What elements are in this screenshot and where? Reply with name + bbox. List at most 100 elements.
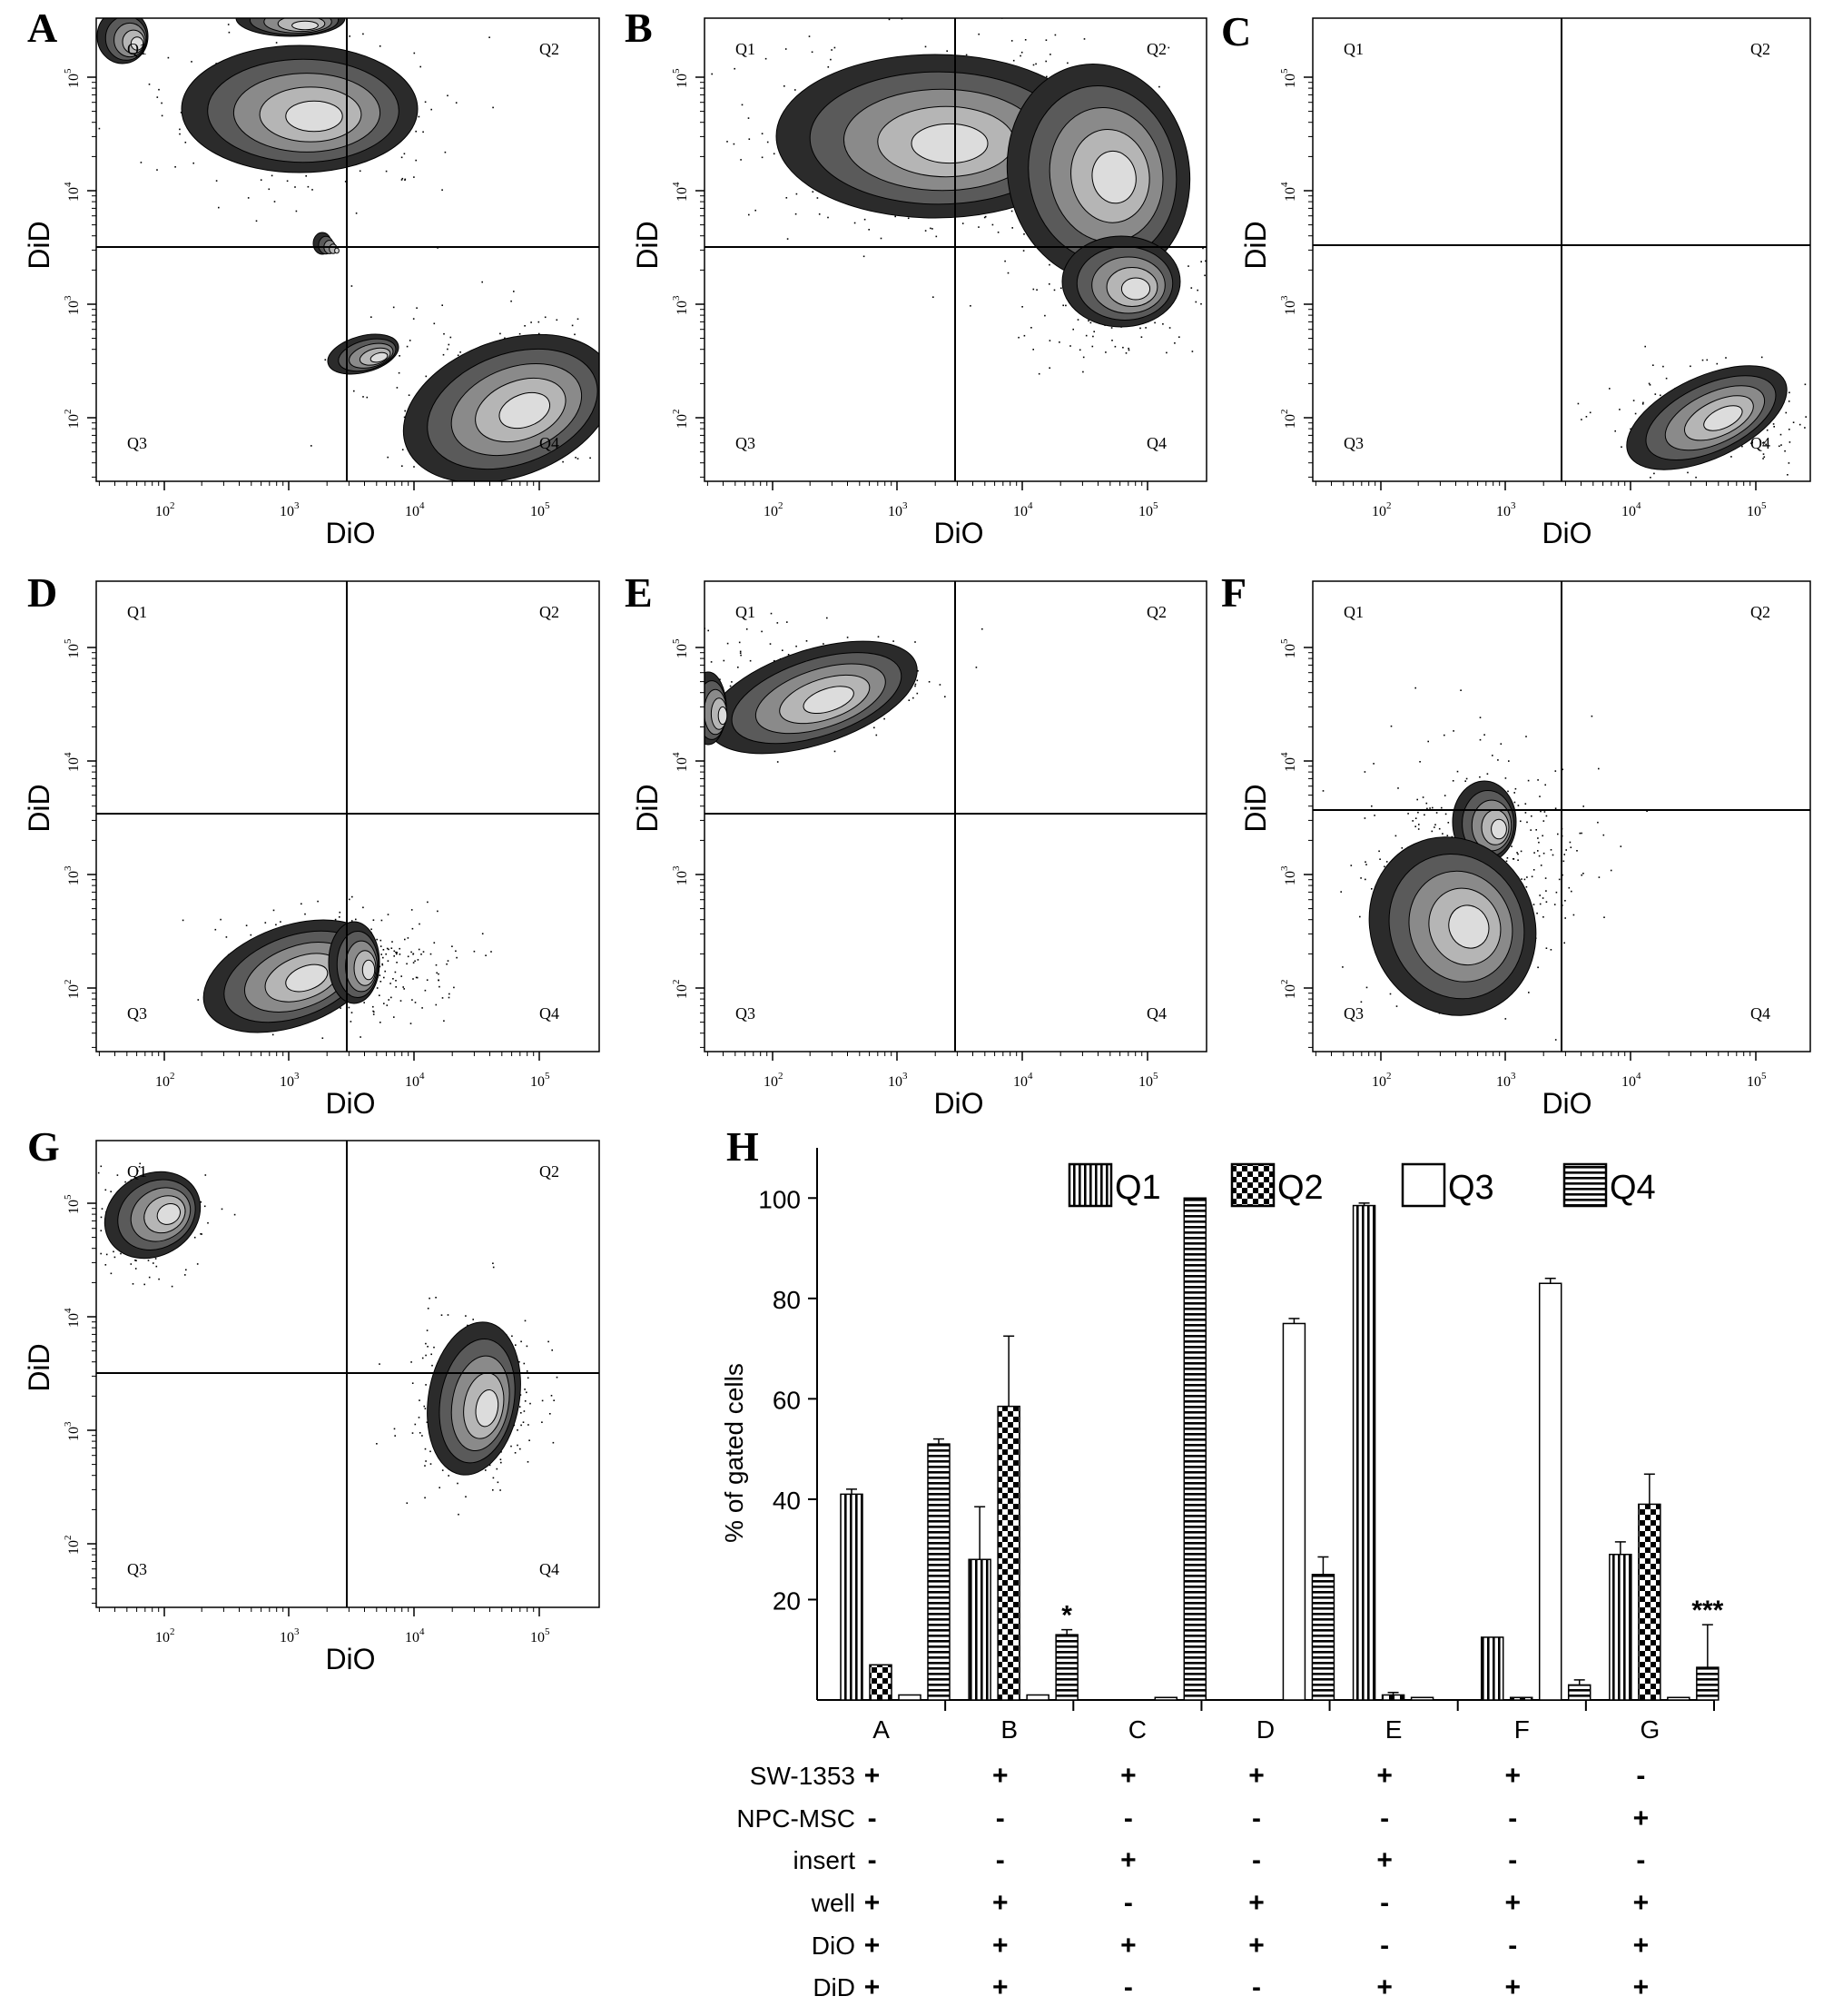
bar-q1-f (1480, 1636, 1504, 1701)
condition-value: + (1633, 1888, 1650, 1918)
event-dot (1431, 830, 1434, 833)
y-axis-label: DiD (23, 221, 55, 269)
event-dot (294, 186, 296, 188)
event-dot (1763, 441, 1765, 443)
event-dot (1024, 39, 1027, 41)
event-dot (1552, 854, 1554, 856)
event-dot (733, 143, 735, 145)
bar-q2-e (1381, 1694, 1405, 1701)
event-dot (553, 1399, 555, 1401)
event-dot (215, 180, 218, 182)
event-dot (414, 1423, 417, 1426)
event-dot (619, 469, 621, 471)
event-dot (1007, 272, 1010, 274)
event-dot (520, 1412, 522, 1414)
y-axis-label: DiD (1239, 784, 1272, 832)
x-axis-label: DiO (933, 1087, 983, 1120)
event-dot (339, 911, 341, 914)
event-dot (387, 960, 389, 962)
event-dot (1200, 261, 1202, 262)
panel-label-h: H (726, 1123, 759, 1170)
contour-level (717, 706, 728, 726)
event-dot (201, 1233, 202, 1235)
event-dot (613, 463, 615, 465)
event-dot (700, 716, 702, 717)
event-dot (379, 994, 380, 996)
event-dot (1537, 966, 1539, 969)
event-dot (403, 988, 405, 990)
event-dot (1010, 210, 1013, 212)
event-dot (395, 951, 397, 954)
quadrant-label-q4: Q4 (539, 1560, 559, 1578)
event-dot (221, 1208, 223, 1211)
event-dot (537, 332, 540, 335)
event-dot (245, 924, 248, 926)
event-dot (425, 1384, 427, 1386)
event-dot (1418, 824, 1420, 825)
event-dot (1537, 779, 1539, 781)
event-dot (1089, 321, 1092, 324)
condition-value: + (1633, 1804, 1650, 1833)
event-dot (1447, 822, 1450, 824)
panel-label-f: F (1221, 569, 1247, 616)
event-dot (1507, 790, 1509, 793)
event-dot (551, 1349, 553, 1351)
event-dot (420, 954, 422, 955)
event-dot (1394, 835, 1397, 837)
y-tick-label: 104 (1279, 182, 1298, 202)
x-tick-label: D (1256, 1715, 1275, 1744)
event-dot (156, 96, 159, 98)
event-dot (386, 1004, 389, 1006)
event-dot (1054, 34, 1057, 36)
event-dot (310, 445, 312, 447)
event-dot (449, 336, 452, 339)
event-dot (1500, 743, 1503, 745)
event-dot (1539, 903, 1542, 905)
event-dot (633, 410, 635, 412)
contour-level (1703, 405, 1743, 431)
panel-label-a: A (27, 5, 57, 51)
condition-value: + (1633, 1972, 1650, 2002)
quadrant-label-q4: Q4 (1147, 1004, 1167, 1023)
event-dot (1085, 334, 1088, 337)
event-dot (698, 194, 700, 196)
event-dot (442, 353, 445, 356)
event-dot (748, 213, 750, 216)
event-dot (1513, 801, 1516, 804)
event-dot (410, 1361, 412, 1363)
event-dot (1650, 477, 1651, 479)
event-dot (517, 1429, 518, 1431)
event-dot (1497, 759, 1499, 761)
event-dot (868, 229, 870, 231)
event-dot (1687, 484, 1689, 486)
event-dot (846, 637, 849, 638)
event-dot (485, 1469, 487, 1471)
event-dot (1178, 336, 1180, 338)
event-dot (174, 166, 176, 168)
event-dot (816, 197, 819, 199)
event-dot (422, 951, 425, 953)
event-dot (786, 238, 789, 240)
y-axis-label: DiD (631, 784, 664, 832)
event-dot (731, 681, 733, 683)
event-dot (924, 45, 927, 48)
event-dot (481, 281, 483, 283)
y-tick-label: 105 (671, 638, 690, 658)
event-dot (556, 1376, 558, 1379)
bar-q4-d (1311, 1574, 1335, 1701)
event-dot (908, 699, 911, 701)
y-tick-label: 105 (63, 68, 82, 88)
y-axis-label: DiD (23, 1343, 55, 1391)
event-dot (739, 652, 742, 654)
event-dot (1527, 779, 1530, 782)
event-dot (350, 1012, 353, 1013)
event-dot (1088, 320, 1089, 321)
event-dot (382, 956, 384, 959)
flow-panel-g: G Q1 Q2 Q3 Q4 102 103 104 105 102 103 104 105 DiO DiD (23, 1123, 600, 1675)
y-tick-label: 102 (1279, 980, 1298, 1000)
event-dot (398, 371, 400, 374)
y-tick-label: 102 (671, 410, 690, 430)
event-dot (105, 1253, 108, 1256)
event-dot (381, 963, 383, 965)
event-dot (392, 978, 394, 980)
